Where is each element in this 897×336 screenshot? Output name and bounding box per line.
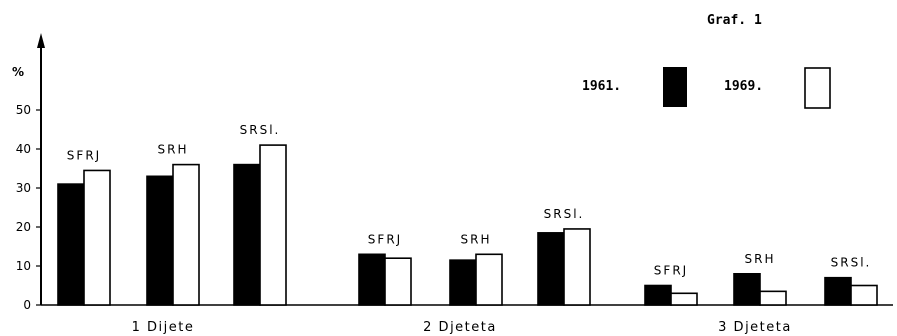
bar-1961: [644, 284, 672, 306]
bar-1969: [384, 257, 412, 306]
legend-label-1961: 1961.: [582, 79, 621, 94]
bar-group-label: SFRJ: [654, 264, 688, 278]
y-tick-label: 40: [16, 142, 31, 156]
y-tick-label: 20: [16, 220, 31, 234]
bar-1969: [759, 290, 787, 306]
bar-1969: [83, 169, 111, 306]
bar-1961: [733, 272, 761, 306]
bar-1961: [449, 259, 477, 306]
bar-1969: [475, 253, 503, 306]
group-labels: 1 Dijete 2 Djeteta 3 Djeteta: [132, 320, 792, 335]
y-tick-label: 10: [16, 259, 31, 273]
x-group-label: 3 Djeteta: [718, 320, 792, 335]
x-group-label: 1 Dijete: [132, 320, 195, 335]
bar-1969: [563, 228, 591, 306]
bar-labels: SFRJ SRH SRSl. SFRJ SRH SRSl. SFRJ SRH SRSl.: [67, 123, 872, 278]
y-axis-arrow: [37, 33, 45, 48]
bar-group-label: SFRJ: [368, 232, 402, 246]
y-tick-label: 0: [23, 298, 31, 312]
y-axis-label: %: [12, 65, 24, 79]
bar-1969: [670, 292, 698, 306]
bar-group-label: SRH: [745, 252, 776, 266]
bar-group-label: SRSl.: [544, 207, 585, 221]
bar-1969: [172, 163, 200, 306]
bar-group-label: SRH: [461, 232, 492, 246]
bar-group-label: SRSl.: [240, 123, 281, 137]
bar-1961: [358, 253, 386, 306]
bar-1969: [850, 284, 878, 306]
y-tick-label: 50: [16, 103, 31, 117]
legend-swatch-1961: [663, 67, 687, 107]
bar-group-label: SFRJ: [67, 148, 101, 162]
bar-1961: [57, 183, 85, 306]
bar-1961: [824, 276, 852, 306]
y-ticks: 0 10 20 30 40 50: [16, 103, 41, 312]
bar-group-label: SRH: [158, 143, 189, 157]
bar-group-label: SRSl.: [831, 256, 872, 270]
bars: [57, 144, 878, 306]
bar-1961: [233, 163, 261, 306]
bar-1961: [537, 232, 565, 306]
y-tick-label: 30: [16, 181, 31, 195]
legend-swatch-1969: [804, 67, 831, 109]
bar-1969: [259, 144, 287, 306]
bar-1961: [146, 175, 174, 306]
x-group-label: 2 Djeteta: [423, 320, 497, 335]
legend: 1961. 1969.: [582, 67, 831, 109]
chart-title: Graf. 1: [707, 13, 762, 28]
legend-label-1969: 1969.: [724, 79, 763, 94]
